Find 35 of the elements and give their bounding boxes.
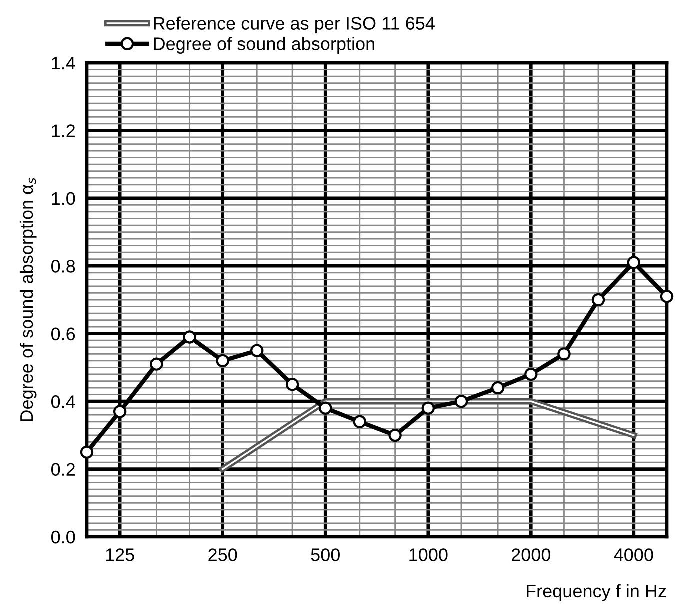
- y-tick-label: 0.6: [51, 328, 76, 341]
- point: [592, 293, 606, 307]
- y-tick-label: 1.0: [52, 192, 76, 206]
- x-axis-title: Frequency f in Hz: [527, 584, 666, 602]
- point: [627, 256, 641, 270]
- point: [660, 290, 674, 304]
- x-tick-label: 2000: [512, 548, 551, 562]
- x-tick-label: 250: [208, 548, 238, 562]
- point: [319, 402, 332, 415]
- y-axis-title: Degree of sound absorption α$_{s}$: [20, 178, 37, 422]
- y-tick-label: 0.2: [51, 463, 75, 476]
- legend-label: Reference curve as per ISO 11 654: [154, 16, 435, 34]
- point: [80, 446, 94, 459]
- point: [491, 381, 505, 395]
- point: [216, 354, 230, 368]
- point: [113, 405, 127, 418]
- point: [250, 344, 264, 358]
- legend-label: Degree of sound absorption: [154, 37, 374, 54]
- x-tick-label: 4000: [614, 548, 654, 562]
- point: [183, 330, 196, 344]
- y-tick-label: 1.4: [52, 57, 76, 70]
- x-tick-label: 500: [311, 548, 340, 562]
- y-tick-label: 0.8: [51, 260, 76, 273]
- point: [353, 415, 366, 428]
- point: [286, 378, 300, 392]
- point: [524, 368, 538, 382]
- x-tick-label: 1000: [410, 548, 448, 562]
- point: [422, 402, 435, 415]
- point: [388, 428, 402, 442]
- x-tick-label: 125: [106, 548, 134, 562]
- point: [558, 348, 571, 361]
- y-tick-label: 0.4: [51, 396, 76, 408]
- point: [454, 394, 468, 408]
- y-tick-label: 0.0: [51, 530, 76, 544]
- y-tick-label: 1.2: [52, 124, 75, 138]
